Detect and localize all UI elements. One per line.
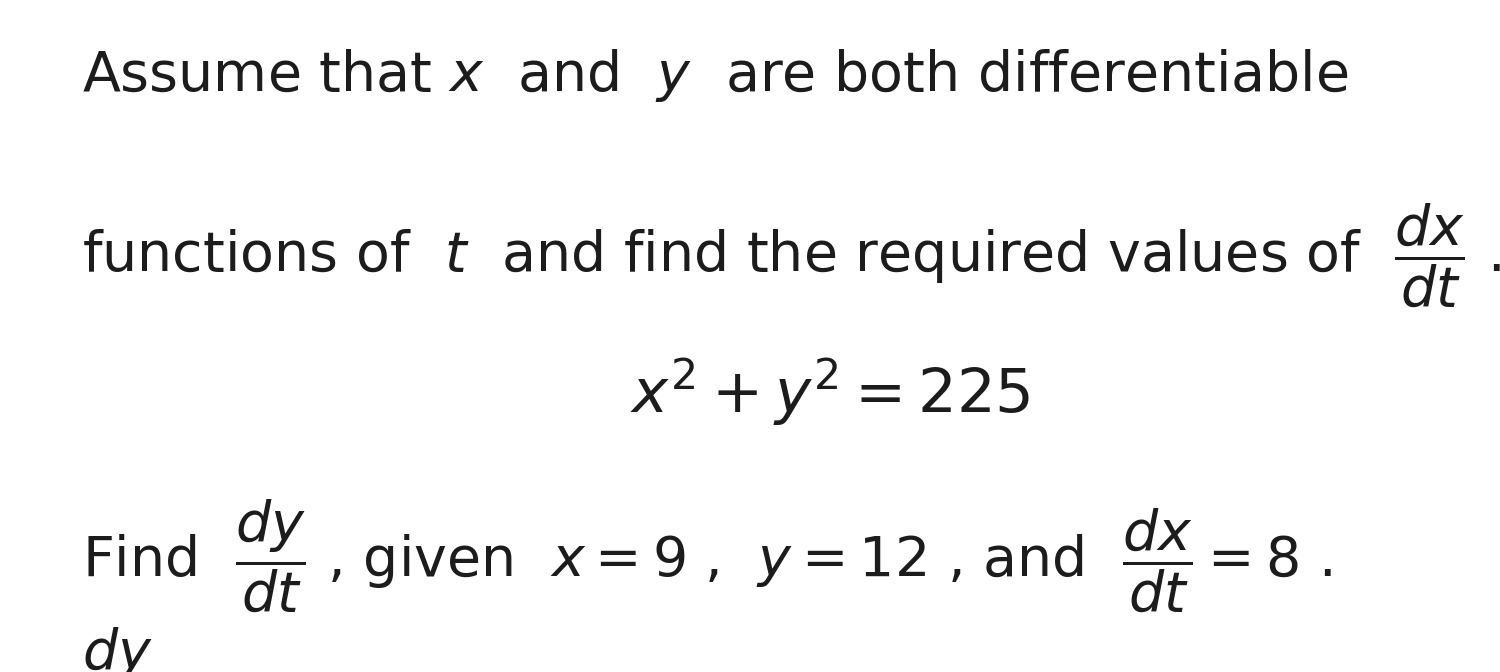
Text: functions of  $t$  and find the required values of  $\dfrac{dx}{dt}$ .: functions of $t$ and find the required v… xyxy=(82,202,1500,309)
Text: $x^2 + y^2 = 225$: $x^2 + y^2 = 225$ xyxy=(630,356,1030,428)
Text: Assume that $x$  and  $y$  are both differentiable: Assume that $x$ and $y$ are both differe… xyxy=(82,47,1348,104)
Text: $\dfrac{dy}{dt} =$: $\dfrac{dy}{dt} =$ xyxy=(82,625,212,672)
Text: Find  $\dfrac{dy}{dt}$ , given  $x = 9$ ,  $y = 12$ , and  $\dfrac{dx}{dt} = 8$ : Find $\dfrac{dy}{dt}$ , given $x = 9$ , … xyxy=(82,497,1332,614)
